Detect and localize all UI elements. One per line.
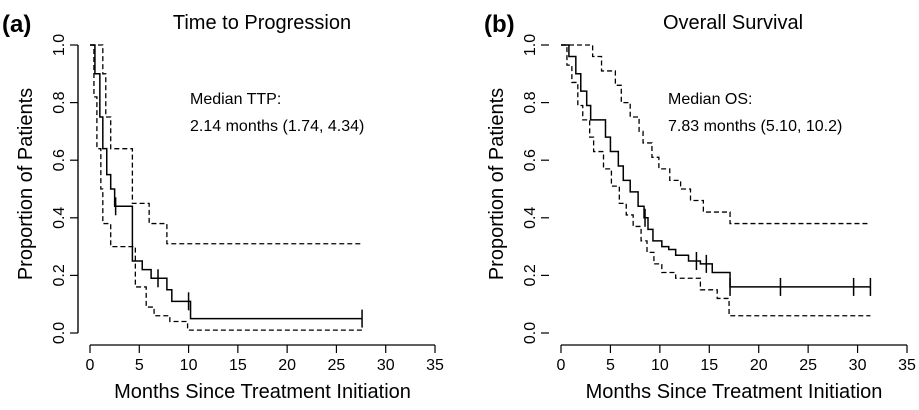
- x-tick-label: 30: [377, 357, 395, 374]
- y-tick-label: 1.0: [51, 34, 68, 56]
- y-tick-label: 0.0: [51, 322, 68, 344]
- y-tick-label: 0.2: [522, 264, 539, 286]
- x-tick-label: 20: [750, 357, 768, 374]
- x-tick-label: 0: [557, 357, 566, 374]
- y-tick-label: 0.4: [522, 207, 539, 229]
- confidence-bound: [90, 44, 363, 331]
- x-tick-label: 35: [898, 357, 916, 374]
- y-tick-label: 0.6: [51, 149, 68, 171]
- panel-label: (a): [2, 11, 31, 38]
- panel-label: (b): [484, 11, 515, 38]
- y-tick-label: 0.6: [522, 149, 539, 171]
- y-tick-label: 0.0: [522, 322, 539, 344]
- x-tick-label: 30: [849, 357, 867, 374]
- survival-curve: [561, 44, 871, 288]
- x-tick-label: 15: [700, 357, 718, 374]
- x-axis-label: Months Since Treatment Initiation: [114, 381, 411, 403]
- x-tick-label: 5: [606, 357, 615, 374]
- x-tick-label: 25: [328, 357, 346, 374]
- chart-title: Time to Progression: [173, 12, 351, 34]
- median-annotation-line: Median TTP:: [190, 91, 281, 108]
- confidence-bound: [561, 44, 871, 225]
- x-tick-label: 10: [180, 357, 198, 374]
- y-tick-label: 0.8: [522, 91, 539, 113]
- chart-title: Overall Survival: [663, 12, 803, 34]
- y-tick-label: 0.2: [51, 264, 68, 286]
- y-tick-label: 0.8: [51, 91, 68, 113]
- x-tick-label: 0: [86, 357, 95, 374]
- median-annotation-line: Median OS:: [668, 91, 752, 108]
- y-tick-label: 0.4: [51, 207, 68, 229]
- confidence-bound: [90, 44, 363, 245]
- panel-b: (b) Overall Survival 0 5 10 15 20 25 30 35 0.0 0.2 0…: [77, 11, 916, 403]
- x-tick-label: 25: [799, 357, 817, 374]
- x-tick-label: 15: [229, 357, 247, 374]
- y-axis-label: Proportion of Patients: [486, 88, 508, 280]
- y-axis-label: Proportion of Patients: [15, 88, 37, 280]
- x-tick-label: 5: [135, 357, 144, 374]
- survival-curve: [90, 44, 363, 320]
- median-annotation-line: 2.14 months (1.74, 4.34): [190, 118, 364, 135]
- x-tick-label: 35: [426, 357, 444, 374]
- x-tick-label: 20: [278, 357, 296, 374]
- x-tick-label: 10: [651, 357, 669, 374]
- confidence-bound: [561, 44, 871, 317]
- x-axis-label: Months Since Treatment Initiation: [586, 381, 883, 403]
- median-annotation-line: 7.83 months (5.10, 10.2): [668, 118, 842, 135]
- y-tick-label: 1.0: [522, 34, 539, 56]
- panel-a: (a) Time to Progression 0 5 10 15 20 25 30 35 0.0 0…: [2, 11, 444, 403]
